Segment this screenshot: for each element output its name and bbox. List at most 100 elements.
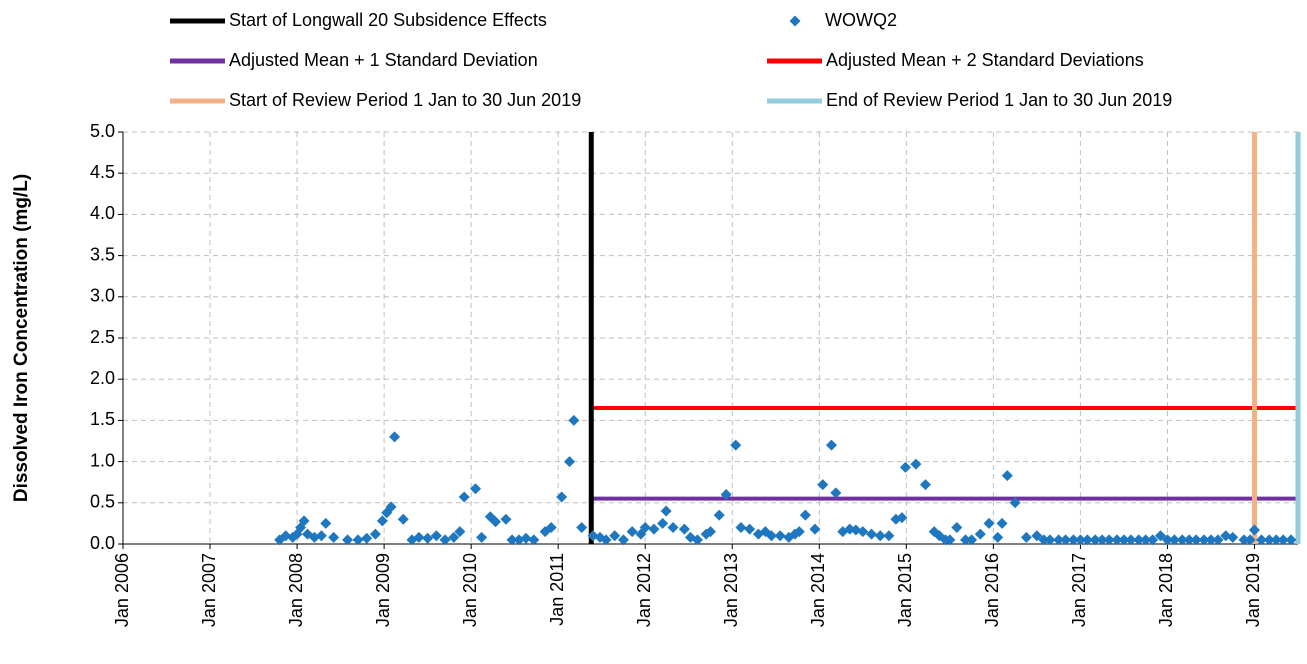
data-point [735, 522, 747, 534]
data-point [1001, 470, 1013, 482]
data-point [1198, 534, 1210, 546]
x-tick-label: Jan 2012 [634, 553, 654, 627]
x-tick-label: Jan 2007 [199, 553, 219, 627]
x-tick-label: Jan 2016 [982, 553, 1002, 627]
y-tick-label: 2.0 [90, 368, 115, 388]
data-point [342, 534, 354, 546]
data-point [1044, 534, 1056, 546]
data-point [1081, 534, 1093, 546]
data-point [528, 534, 540, 546]
x-tick-label: Jan 2010 [460, 553, 480, 627]
data-point [744, 523, 756, 535]
data-point [315, 530, 327, 542]
y-tick-label: 2.5 [90, 327, 115, 347]
x-tick-label: Jan 2013 [721, 553, 741, 627]
data-point [793, 526, 805, 538]
y-tick-label: 1.0 [90, 450, 115, 470]
data-point [430, 530, 442, 542]
legend-label: Start of Review Period 1 Jan to 30 Jun 2… [229, 90, 581, 110]
data-point [328, 531, 340, 543]
data-point [1111, 534, 1123, 546]
data-point [667, 522, 679, 534]
data-point [765, 530, 777, 542]
data-point [1238, 534, 1250, 546]
data-point [385, 501, 397, 513]
data-point [1263, 534, 1275, 546]
data-point [825, 439, 837, 451]
data-point [1277, 534, 1289, 546]
data-point [809, 523, 821, 535]
data-point [490, 516, 502, 528]
data-point [1154, 530, 1166, 542]
data-point [874, 530, 886, 542]
data-point [1038, 534, 1050, 546]
data-point [422, 532, 434, 544]
x-tick-label: Jan 2017 [1069, 553, 1089, 627]
data-point [361, 532, 373, 544]
data-point [1096, 534, 1108, 546]
data-point [476, 531, 488, 543]
data-point [1103, 534, 1115, 546]
data-point [960, 534, 972, 546]
data-point [1140, 534, 1152, 546]
data-point [470, 483, 481, 495]
data-point [506, 534, 518, 546]
data-point [899, 461, 911, 473]
data-point [454, 526, 466, 538]
data-point [520, 532, 532, 544]
x-tick-label: Jan 2009 [373, 553, 393, 627]
data-point [1244, 534, 1256, 546]
legend-label: Start of Longwall 20 Subsidence Effects [229, 10, 547, 30]
legend-label: Adjusted Mean + 2 Standard Deviations [826, 50, 1144, 70]
data-point [1212, 534, 1224, 546]
y-tick-label: 0.5 [90, 492, 115, 512]
data-point [1147, 534, 1159, 546]
data-point [866, 528, 878, 540]
data-point [691, 534, 703, 546]
data-point [1020, 531, 1032, 543]
data-point [1190, 534, 1202, 546]
data-point [564, 456, 575, 468]
data-point [1161, 534, 1173, 546]
data-point [369, 528, 381, 540]
x-tick-label: Jan 2019 [1243, 553, 1263, 627]
data-point [1133, 534, 1145, 546]
data-point [1183, 534, 1195, 546]
data-point [951, 522, 963, 534]
data-point [974, 528, 986, 540]
data-point [774, 530, 786, 542]
data-point [568, 414, 580, 426]
x-tick-label: Jan 2015 [895, 553, 915, 627]
data-point [896, 512, 908, 524]
data-point [1176, 534, 1188, 546]
data-point [639, 522, 651, 534]
data-point [830, 487, 842, 499]
data-point [817, 479, 829, 491]
legend-label: Adjusted Mean + 1 Standard Deviation [229, 50, 538, 70]
data-point [617, 534, 629, 546]
x-tick-label: Jan 2011 [547, 553, 567, 626]
legend-marker [789, 15, 801, 27]
data-point [500, 513, 512, 525]
data-point [713, 509, 725, 521]
data-point [678, 523, 690, 535]
data-point [1248, 524, 1260, 536]
data-point [439, 534, 451, 546]
data-point [1125, 534, 1137, 546]
data-point [966, 534, 978, 546]
y-tick-label: 4.5 [90, 162, 115, 182]
data-point [1053, 534, 1065, 546]
data-point [413, 531, 425, 543]
data-point [910, 458, 922, 470]
data-point [983, 517, 995, 529]
data-point [1255, 534, 1267, 546]
data-point [556, 491, 568, 503]
data-point [576, 522, 588, 534]
data-point [298, 515, 310, 527]
data-point [944, 534, 956, 546]
data-point [919, 479, 931, 491]
data-point [1270, 534, 1282, 546]
legend-label: End of Review Period 1 Jan to 30 Jun 201… [826, 90, 1172, 110]
data-point [458, 491, 470, 503]
